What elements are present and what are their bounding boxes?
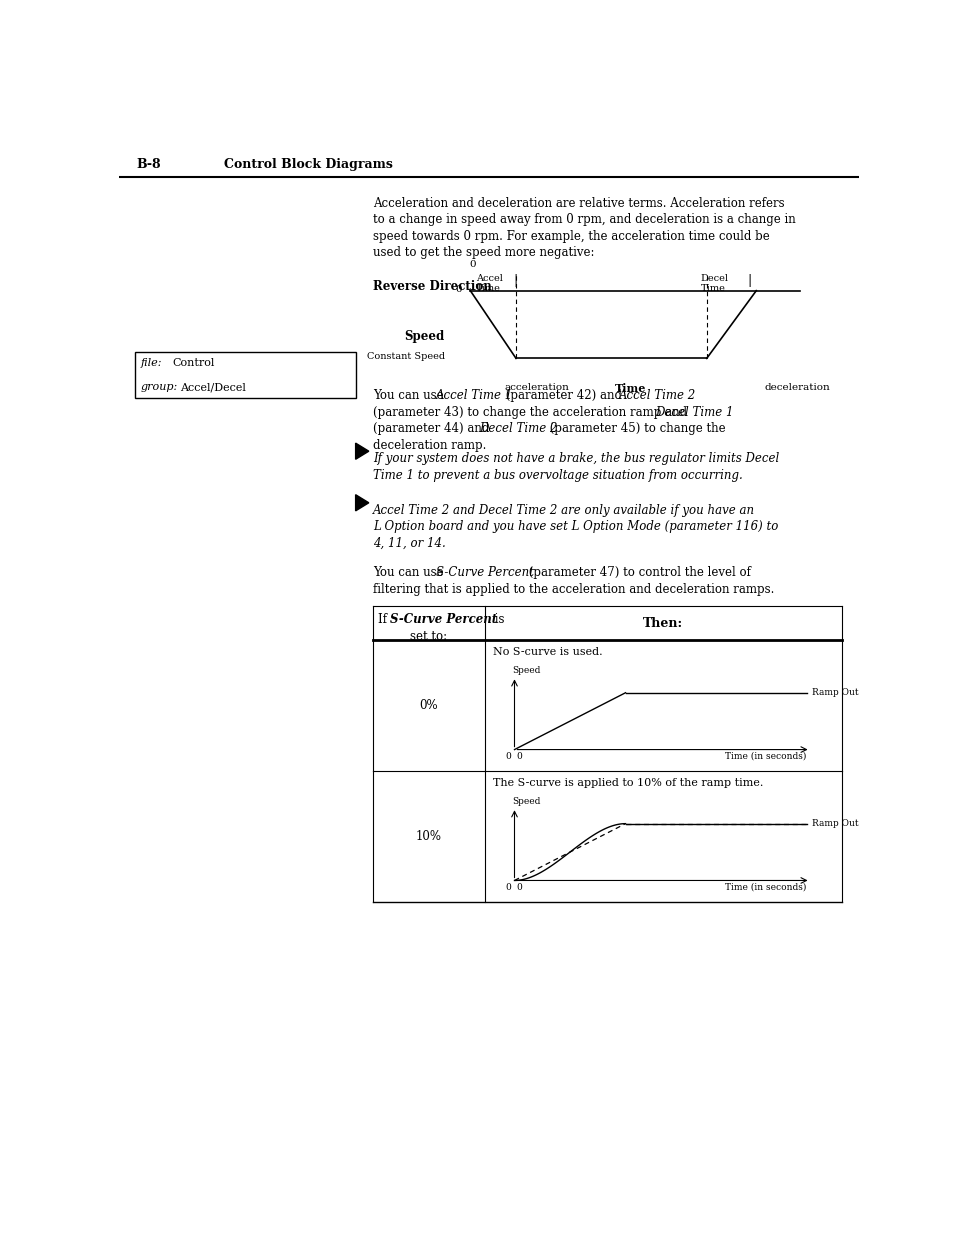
- Text: 0: 0: [469, 261, 476, 269]
- Text: Then:: Then:: [642, 616, 682, 630]
- Text: 0 —: 0 —: [456, 284, 476, 294]
- Text: Time 1 to prevent a bus overvoltage situation from occurring.: Time 1 to prevent a bus overvoltage situ…: [373, 469, 741, 482]
- Text: (parameter 42) and: (parameter 42) and: [501, 389, 625, 403]
- Text: (parameter 47) to control the level of: (parameter 47) to control the level of: [525, 567, 750, 579]
- Text: B-8: B-8: [136, 158, 161, 172]
- Text: Time: Time: [615, 383, 646, 394]
- Text: Decel Time 2: Decel Time 2: [479, 422, 558, 435]
- Text: 0: 0: [517, 752, 522, 761]
- Text: |: |: [513, 274, 517, 288]
- Text: S-Curve Percent: S-Curve Percent: [436, 567, 534, 579]
- Text: 0: 0: [517, 883, 522, 892]
- Text: L Option board and you have set L Option Mode (parameter 116) to: L Option board and you have set L Option…: [373, 520, 778, 534]
- Text: Time (in seconds): Time (in seconds): [724, 752, 806, 761]
- Text: Control Block Diagrams: Control Block Diagrams: [224, 158, 393, 172]
- Text: Speed: Speed: [404, 330, 444, 343]
- Text: acceleration: acceleration: [504, 383, 569, 391]
- Text: used to get the speed more negative:: used to get the speed more negative:: [373, 246, 594, 259]
- Text: group:: group:: [141, 383, 178, 393]
- Polygon shape: [355, 495, 369, 511]
- Text: Constant Speed: Constant Speed: [366, 352, 444, 361]
- Polygon shape: [355, 443, 369, 459]
- Text: Time (in seconds): Time (in seconds): [724, 883, 806, 892]
- Text: |: |: [746, 274, 750, 288]
- Text: Ramp Out: Ramp Out: [811, 819, 858, 829]
- Text: file:: file:: [141, 358, 162, 368]
- Text: 0: 0: [505, 883, 511, 892]
- Text: Accel
Time: Accel Time: [476, 274, 502, 293]
- Text: 0: 0: [505, 752, 511, 761]
- Text: Accel Time 1: Accel Time 1: [436, 389, 513, 403]
- Text: You can use: You can use: [373, 567, 447, 579]
- Text: Acceleration and deceleration are relative terms. Acceleration refers: Acceleration and deceleration are relati…: [373, 196, 783, 210]
- Text: deceleration ramp.: deceleration ramp.: [373, 438, 485, 452]
- Text: deceleration: deceleration: [763, 383, 829, 391]
- Text: S-Curve Percent: S-Curve Percent: [390, 614, 497, 626]
- Text: 10%: 10%: [416, 830, 441, 844]
- Bar: [134, 352, 355, 399]
- Text: Accel/Decel: Accel/Decel: [179, 383, 245, 393]
- Text: (parameter 44) and: (parameter 44) and: [373, 422, 493, 435]
- Text: Accel Time 2: Accel Time 2: [618, 389, 696, 403]
- Text: You can use: You can use: [373, 389, 447, 403]
- Text: speed towards 0 rpm. For example, the acceleration time could be: speed towards 0 rpm. For example, the ac…: [373, 230, 769, 243]
- Text: filtering that is applied to the acceleration and deceleration ramps.: filtering that is applied to the acceler…: [373, 583, 773, 595]
- Text: Control: Control: [172, 358, 214, 368]
- Text: Speed: Speed: [512, 797, 540, 805]
- Text: Speed: Speed: [512, 666, 540, 674]
- Text: If your system does not have a brake, the bus regulator limits Decel: If your system does not have a brake, th…: [373, 452, 778, 466]
- Text: to a change in speed away from 0 rpm, and deceleration is a change in: to a change in speed away from 0 rpm, an…: [373, 214, 795, 226]
- Text: Ramp Out: Ramp Out: [811, 688, 858, 698]
- Text: If: If: [377, 614, 391, 626]
- Text: Decel
Time: Decel Time: [700, 274, 728, 293]
- Text: (parameter 43) to change the acceleration ramp and: (parameter 43) to change the acceleratio…: [373, 406, 690, 419]
- Text: Reverse Direction: Reverse Direction: [373, 280, 491, 293]
- Text: is: is: [491, 614, 504, 626]
- Text: set to:: set to:: [410, 630, 447, 643]
- Text: 4, 11, or 14.: 4, 11, or 14.: [373, 537, 445, 550]
- Text: 0%: 0%: [419, 699, 437, 713]
- Text: (parameter 45) to change the: (parameter 45) to change the: [545, 422, 724, 435]
- Text: The S-curve is applied to 10% of the ramp time.: The S-curve is applied to 10% of the ram…: [493, 778, 762, 788]
- Text: Accel Time 2 and Decel Time 2 are only available if you have an: Accel Time 2 and Decel Time 2 are only a…: [373, 504, 754, 517]
- Text: Decel Time 1: Decel Time 1: [655, 406, 733, 419]
- Text: No S-curve is used.: No S-curve is used.: [493, 647, 601, 657]
